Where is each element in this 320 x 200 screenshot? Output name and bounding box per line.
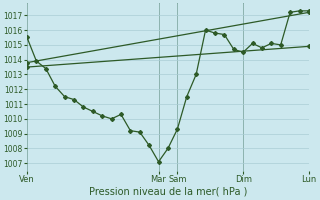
X-axis label: Pression niveau de la mer( hPa ): Pression niveau de la mer( hPa ) — [89, 187, 247, 197]
